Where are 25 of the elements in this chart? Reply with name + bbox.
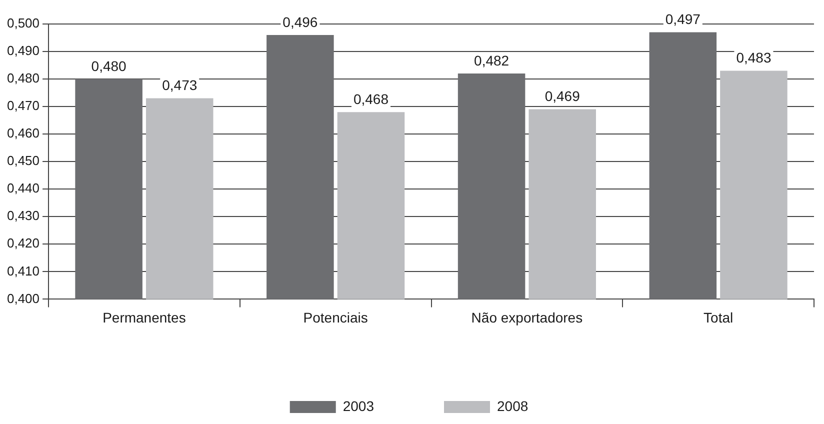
y-tick-label: 0,450 bbox=[6, 153, 40, 168]
y-tick-label: 0,440 bbox=[6, 180, 40, 196]
data-label: 0,483 bbox=[736, 50, 772, 66]
y-tick-label: 0,490 bbox=[6, 43, 40, 58]
y-tick-label: 0,470 bbox=[6, 98, 40, 114]
x-tick-label: Total bbox=[704, 309, 734, 326]
y-tick-label: 0,500 bbox=[6, 16, 40, 31]
y-tick-label: 0,400 bbox=[6, 290, 40, 306]
legend-label: 2008 bbox=[497, 398, 528, 414]
x-tick-label: Não exportadores bbox=[471, 309, 583, 326]
legend-label: 2003 bbox=[342, 398, 374, 414]
data-label: 0,482 bbox=[474, 52, 510, 68]
data-label: 0,473 bbox=[162, 77, 198, 94]
x-tick-label: Potenciais bbox=[303, 309, 368, 326]
y-tick-label: 0,420 bbox=[6, 236, 40, 251]
y-tick-label: 0,460 bbox=[6, 126, 40, 141]
y-tick-label: 0,480 bbox=[6, 70, 40, 86]
y-tick-label: 0,430 bbox=[6, 208, 40, 224]
data-label: 0,468 bbox=[353, 90, 389, 107]
data-label: 0,469 bbox=[544, 88, 580, 104]
data-label: 0,497 bbox=[665, 11, 701, 28]
x-tick-label: Permanentes bbox=[102, 309, 186, 326]
data-label: 0,496 bbox=[282, 14, 318, 30]
y-tick-label: 0,410 bbox=[6, 263, 40, 278]
data-label: 0,480 bbox=[91, 58, 127, 74]
